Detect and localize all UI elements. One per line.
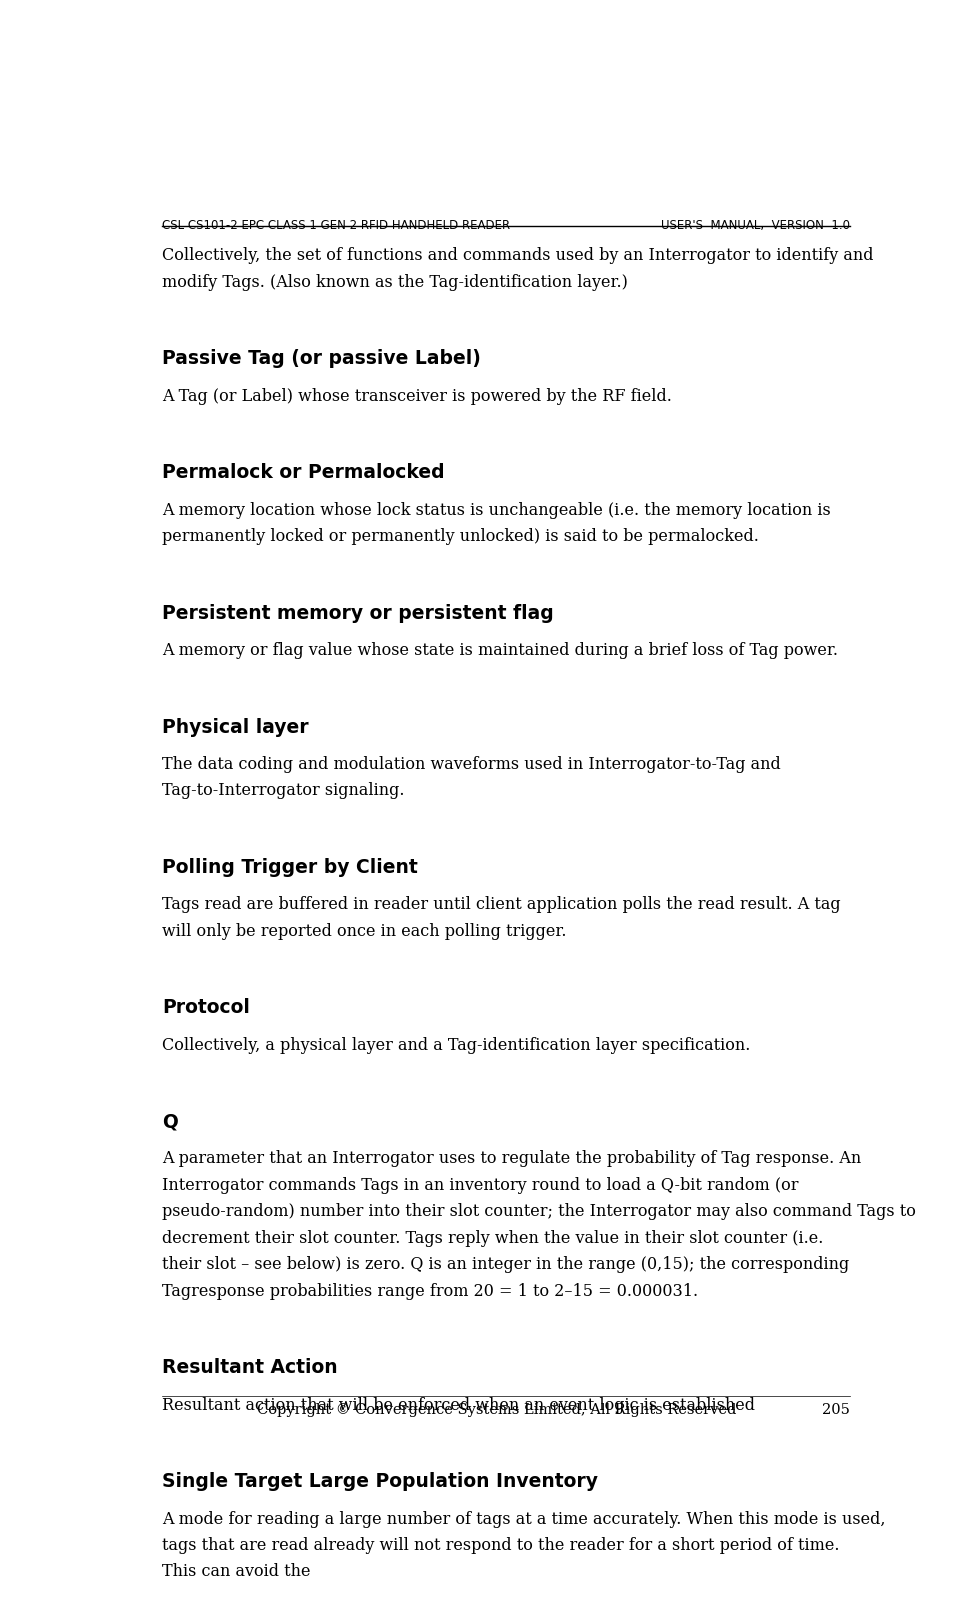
Text: Tag-to-Interrogator signaling.: Tag-to-Interrogator signaling. [163, 782, 405, 800]
Text: Collectively, a physical layer and a Tag-identification layer specification.: Collectively, a physical layer and a Tag… [163, 1036, 751, 1054]
Text: Tags read are buffered in reader until client application polls the read result.: Tags read are buffered in reader until c… [163, 895, 841, 913]
Text: A mode for reading a large number of tags at a time accurately. When this mode i: A mode for reading a large number of tag… [163, 1511, 886, 1527]
Text: A parameter that an Interrogator uses to regulate the probability of Tag respons: A parameter that an Interrogator uses to… [163, 1150, 861, 1167]
Text: This can avoid the: This can avoid the [163, 1564, 311, 1580]
Text: Physical layer: Physical layer [163, 718, 309, 737]
Text: Passive Tag (or passive Label): Passive Tag (or passive Label) [163, 350, 482, 368]
Text: Resultant Action: Resultant Action [163, 1359, 338, 1377]
Text: Collectively, the set of functions and commands used by an Interrogator to ident: Collectively, the set of functions and c… [163, 248, 874, 264]
Text: tags that are read already will not respond to the reader for a short period of : tags that are read already will not resp… [163, 1537, 840, 1554]
Text: Single Target Large Population Inventory: Single Target Large Population Inventory [163, 1473, 599, 1492]
Text: Tagresponse probabilities range from 20 = 1 to 2–15 = 0.000031.: Tagresponse probabilities range from 20 … [163, 1282, 699, 1300]
Text: their slot – see below) is zero. Q is an integer in the range (0,15); the corres: their slot – see below) is zero. Q is an… [163, 1257, 850, 1273]
Text: will only be reported once in each polling trigger.: will only be reported once in each polli… [163, 923, 567, 940]
Text: Copyright © Convergence Systems Limited, All Rights Reserved: Copyright © Convergence Systems Limited,… [257, 1404, 736, 1417]
Text: 205: 205 [822, 1404, 850, 1417]
Text: pseudo-random) number into their slot counter; the Interrogator may also command: pseudo-random) number into their slot co… [163, 1204, 917, 1220]
Text: A memory or flag value whose state is maintained during a brief loss of Tag powe: A memory or flag value whose state is ma… [163, 641, 838, 659]
Text: Q: Q [163, 1113, 178, 1130]
Text: Protocol: Protocol [163, 998, 250, 1017]
Text: Interrogator commands Tags in an inventory round to load a Q-bit random (or: Interrogator commands Tags in an invento… [163, 1177, 798, 1194]
Text: Polling Trigger by Client: Polling Trigger by Client [163, 859, 419, 876]
Text: A Tag (or Label) whose transceiver is powered by the RF field.: A Tag (or Label) whose transceiver is po… [163, 387, 672, 405]
Text: Persistent memory or persistent flag: Persistent memory or persistent flag [163, 604, 554, 622]
Text: CSL CS101-2 EPC CLASS 1 GEN 2 RFID HANDHELD READER: CSL CS101-2 EPC CLASS 1 GEN 2 RFID HANDH… [163, 219, 511, 232]
Text: modify Tags. (Also known as the Tag-identification layer.): modify Tags. (Also known as the Tag-iden… [163, 273, 628, 291]
Text: Permalock or Permalocked: Permalock or Permalocked [163, 464, 445, 483]
Text: USER'S  MANUAL,  VERSION  1.0: USER'S MANUAL, VERSION 1.0 [661, 219, 850, 232]
Text: decrement their slot counter. Tags reply when the value in their slot counter (i: decrement their slot counter. Tags reply… [163, 1230, 824, 1247]
Text: The data coding and modulation waveforms used in Interrogator-to-Tag and: The data coding and modulation waveforms… [163, 756, 781, 772]
Text: permanently locked or permanently unlocked) is said to be permalocked.: permanently locked or permanently unlock… [163, 528, 760, 545]
Text: Resultant action that will be enforced when an event logic is established: Resultant action that will be enforced w… [163, 1396, 756, 1414]
Text: A memory location whose lock status is unchangeable (i.e. the memory location is: A memory location whose lock status is u… [163, 502, 831, 518]
